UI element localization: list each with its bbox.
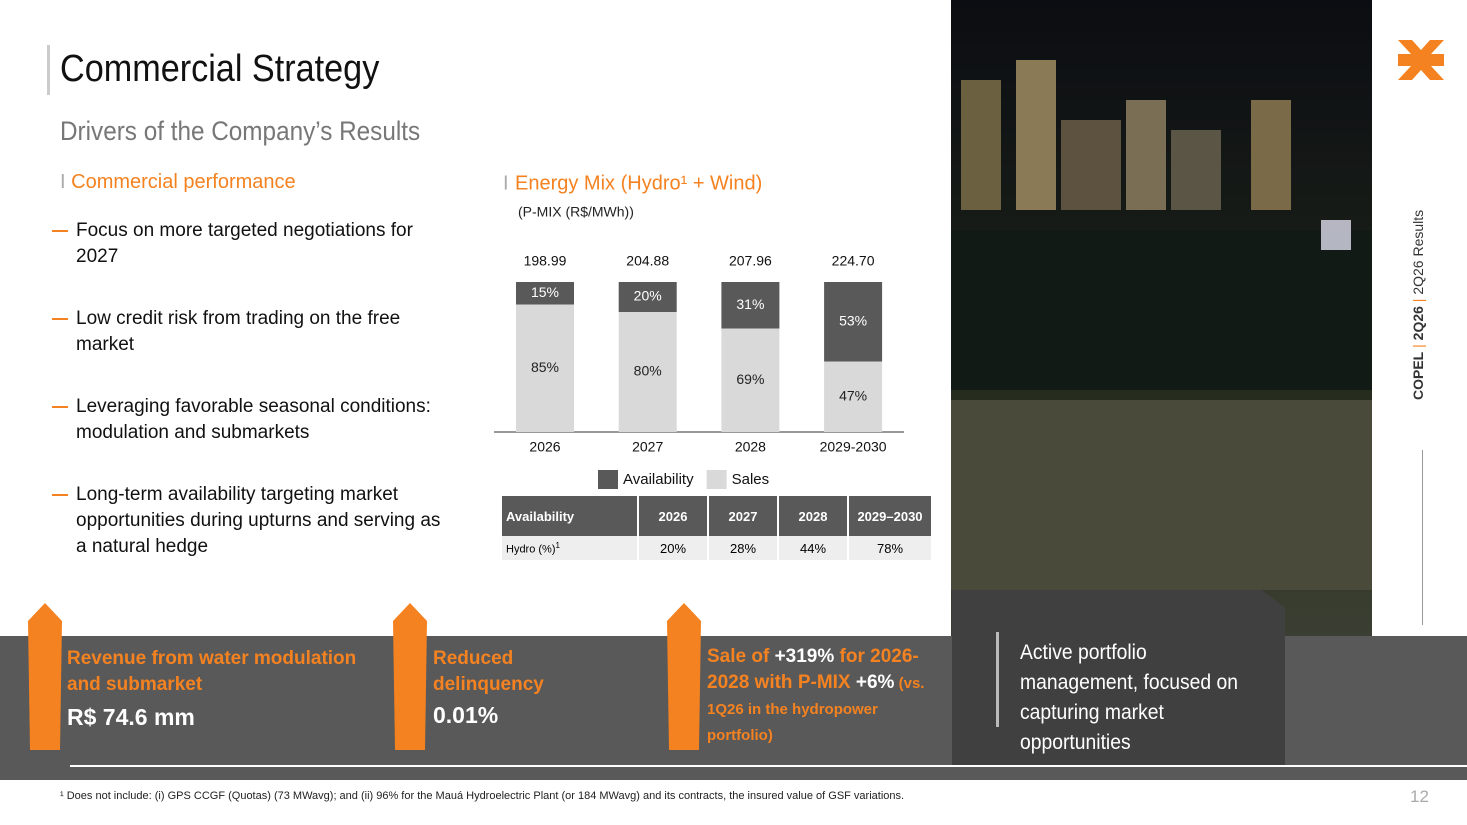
bullet: Long-term availability targeting market … [52,482,456,560]
x-tick-label: 2026 [529,439,560,455]
sep: | [1410,344,1426,348]
sidebar [1372,0,1467,636]
total-label: 224.70 [832,253,875,269]
hl-value: 0.01% [433,702,499,728]
legend-swatch [706,470,727,489]
heading-text: Commercial performance [71,171,296,193]
bullet: Focus on more targeted negotiations for … [52,218,456,270]
bar-segment [516,304,574,432]
page-number: 12 [1410,787,1429,806]
callout: Active portfolio management, focused on … [1020,641,1239,754]
hl-value: R$ 74.6 mm [67,704,195,730]
value-label: 47% [839,387,867,403]
hl-num: +6% [855,672,895,693]
deco: I [503,172,509,194]
x-tick-label: 2028 [735,439,766,455]
city-photo [951,0,1372,636]
legend-label: Sales [732,471,770,488]
arrow [28,603,62,750]
label: 2Q26 Results [1410,209,1426,295]
value-label: 15% [531,284,559,300]
callout-bar [996,632,999,727]
title: Commercial Strategy [60,48,380,90]
td: 44% [779,536,847,560]
th: 2026 [639,496,707,536]
row-label: Hydro (%) [506,543,556,556]
sidebar-text: COPEL | 2Q26 | 2Q26 Results [1410,210,1426,400]
bullet: Low credit risk from trading on the free… [52,306,456,358]
arrow [393,603,427,750]
sep: | [1410,298,1426,303]
arrow [667,603,701,750]
value-label: 20% [634,288,662,304]
value-label: 85% [531,359,559,375]
total-label: 204.88 [626,253,669,269]
period: 2Q26 [1410,306,1426,341]
hl-note: (vs. 1Q26 in the hydropower portfolio) [707,675,925,744]
bar-segment [824,282,883,362]
hl-text: for 2026-2028 with P-MIX [707,646,919,693]
bar-segment [516,282,574,305]
footnote: ¹ Does not include: (i) GPS CCGF (Quotas… [60,790,905,802]
th: 2029–2030 [849,496,931,536]
bullet: Leveraging favorable seasonal conditions… [52,394,456,446]
section-heading: I Commercial performance [60,171,296,193]
bar-segment [618,282,677,312]
hl-text: Sale of [707,646,775,667]
subtitle: Drivers of the Company’s Results [60,116,421,146]
value-label: 53% [839,312,867,328]
hl-title: Reduced delinquency [433,648,544,695]
chart-title: Energy Mix (Hydro¹ + Wind) [515,172,762,194]
divider [70,765,1467,767]
value-label: 69% [736,371,764,387]
hl-title: Revenue from water modulation and submar… [67,648,357,695]
th: 2027 [709,496,777,536]
bar-segment [824,361,883,432]
chart: I Energy Mix (Hydro¹ + Wind) (P-MIX (R$/… [494,172,904,489]
highlight: Revenue from water modulation and submar… [67,646,367,730]
highlight: Reduced delinquency 0.01% [433,646,603,728]
rule [1422,450,1423,625]
td: 20% [639,536,707,560]
th: Availability [502,496,637,536]
table-wrap: Availability 2026 2027 2028 2029–2030 Hydro … [500,496,933,560]
company: COPEL [1410,351,1426,400]
logo [1398,40,1444,80]
td: 28% [709,536,777,560]
th: 2028 [779,496,847,536]
chart-subtitle: (P-MIX (R$/MWh)) [518,204,634,220]
bar-segment [721,282,780,329]
td: Hydro (%)1 [502,536,637,560]
bar-segment [618,312,677,432]
total-label: 198.99 [524,253,567,269]
x-tick-label: 2029-2030 [820,439,887,455]
legend-label: Availability [623,471,694,488]
value-label: 80% [634,363,662,379]
table: Availability 2026 2027 2028 2029–2030 Hydro … [500,496,933,560]
callout-box [952,590,1285,765]
legend-swatch [598,470,618,489]
value-label: 31% [736,296,764,312]
td: 78% [849,536,931,560]
hl-num: +319% [774,646,835,667]
highlight: Sale of +319% for 2026-2028 with P-MIX +… [707,644,942,748]
total-label: 207.96 [729,253,772,269]
x-tick-label: 2027 [632,439,663,455]
title-bar [47,45,50,95]
bar-segment [721,328,780,432]
note: 1 [555,540,560,550]
